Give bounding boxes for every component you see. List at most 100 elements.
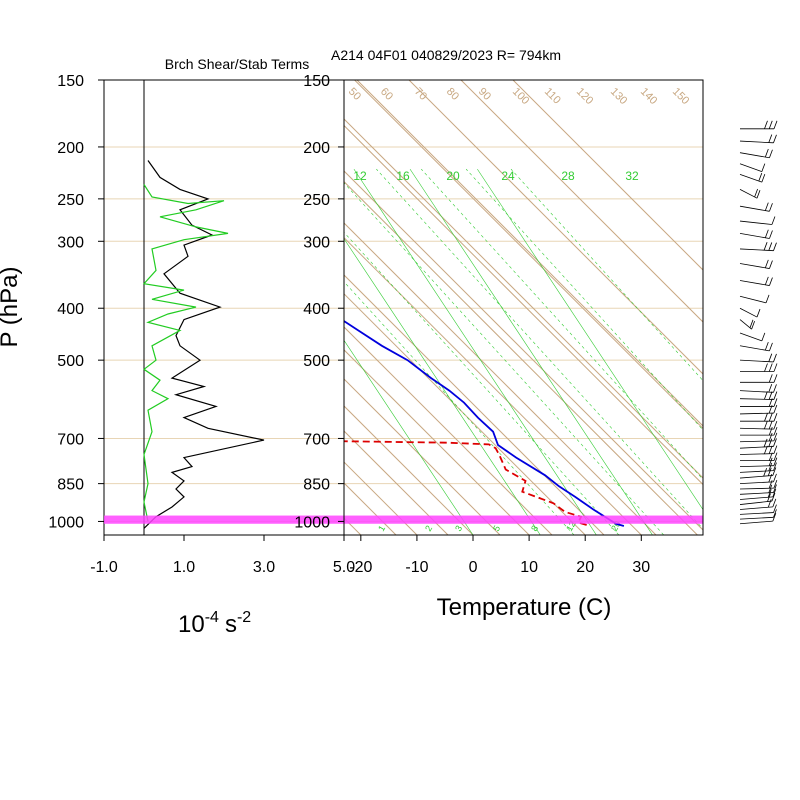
- mixing-ratio-label-12: 12: [353, 169, 367, 183]
- dry-adiabat: [344, 118, 703, 479]
- isotherm: [344, 124, 703, 486]
- wind-barb: [740, 452, 778, 462]
- theta-label-120: 120: [574, 86, 595, 107]
- isotherm: [344, 349, 530, 535]
- dry-adiabat: [344, 534, 345, 535]
- theta-label-130: 130: [608, 86, 629, 107]
- wind-barb: [739, 353, 777, 363]
- left-ytick-label-400: 400: [57, 301, 84, 318]
- wind-barb: [739, 229, 773, 239]
- left-panel-title: Brch Shear/Stab Terms: [165, 56, 309, 72]
- mixing-ratio-label-24: 24: [501, 169, 515, 183]
- temperature-axis-label: Temperature (C): [437, 594, 612, 621]
- theta-label-150: 150: [670, 86, 691, 107]
- stability-line: [142, 184, 229, 522]
- mixing-ratio-line: [421, 168, 703, 480]
- wind-barb: [739, 462, 777, 473]
- left-ytick-label-850: 850: [57, 477, 84, 494]
- left-xtick-label-3: 5.0: [333, 559, 355, 576]
- temp-tick-label-0: 0: [469, 559, 478, 576]
- wind-barb: [739, 467, 777, 479]
- mixing-ratio-label-28: 28: [561, 169, 575, 183]
- wind-barb: [739, 480, 778, 490]
- wind-barb: [739, 259, 773, 269]
- skewt-frame: [343, 79, 704, 536]
- wind-barb: [740, 413, 778, 422]
- wind-barb-column: [739, 120, 778, 525]
- isotherm: [344, 293, 586, 535]
- dry-adiabat: [344, 222, 657, 535]
- mixing-ratio-label-20: 20: [446, 169, 460, 183]
- dewpoint-profile: [344, 440, 591, 527]
- isotherm: [354, 80, 703, 430]
- wind-barb: [739, 473, 777, 485]
- mixing-ratio-line: [465, 168, 703, 431]
- wind-barb: [739, 445, 778, 455]
- left-ytick-label-1000: 1000: [48, 514, 84, 531]
- temp-tick-label--20: -20: [349, 559, 372, 576]
- bottom-mixing-label-8: 8: [529, 524, 540, 533]
- mixing-ratio-label-16: 16: [396, 169, 410, 183]
- shear-line: [143, 160, 265, 529]
- isotherm: [0, 80, 193, 535]
- wind-barb: [739, 276, 773, 286]
- left-ytick-label-150: 150: [57, 73, 84, 90]
- wind-barb: [739, 432, 778, 443]
- moist-adiabat: [477, 168, 703, 511]
- right-ytick-label-400: 400: [303, 301, 330, 318]
- mixing-ratio-line: [344, 231, 620, 535]
- left-xtick-label-1: 1.0: [173, 559, 195, 576]
- theta-label-50: 50: [346, 86, 363, 103]
- wind-barb: [739, 391, 778, 400]
- right-ytick-label-300: 300: [303, 234, 330, 251]
- wind-barb: [739, 294, 770, 304]
- wind-barb: [739, 488, 777, 500]
- right-ytick-label-500: 500: [303, 353, 330, 370]
- dry-adiabat: [344, 430, 449, 535]
- isotherm: [344, 236, 642, 535]
- theta-label-140: 140: [638, 86, 659, 107]
- right-ytick-label-150: 150: [303, 73, 330, 90]
- boundary-layer-band: [104, 515, 703, 524]
- mixing-ratio-line: [344, 182, 664, 535]
- left-x-axis: -1.0 1.0 3.0 5.0: [90, 535, 355, 576]
- wind-barb: [739, 438, 777, 449]
- theta-label-80: 80: [444, 86, 461, 103]
- wind-barb: [739, 484, 777, 495]
- wind-barb: [739, 384, 777, 393]
- dry-adiabat: [0, 80, 188, 535]
- temperature-profile: [344, 319, 625, 527]
- wind-barb: [740, 363, 778, 372]
- left-x-axis-label: 10-4 s-2: [178, 609, 251, 638]
- temp-tick-label--10: -10: [405, 559, 428, 576]
- left-ytick-label-250: 250: [57, 192, 84, 209]
- dry-adiabat: [344, 326, 553, 535]
- wind-barb: [739, 509, 777, 520]
- wind-barb: [739, 504, 777, 515]
- dry-adiabat: [460, 80, 703, 323]
- wind-barb: [739, 457, 778, 467]
- right-ytick-label-250: 250: [303, 192, 330, 209]
- dry-adiabat: [356, 80, 703, 427]
- wind-barb: [739, 202, 773, 212]
- temp-tick-label-10: 10: [520, 559, 538, 576]
- right-panel-title: A214 04F01 040829/2023 R= 794km: [331, 47, 561, 63]
- dry-adiabat: [344, 274, 605, 535]
- wind-barb: [739, 498, 777, 510]
- left-ytick-label-200: 200: [57, 140, 84, 157]
- y-axis-label: P (hPa): [0, 267, 23, 348]
- wind-barb: [739, 404, 778, 415]
- right-ytick-label-700: 700: [303, 431, 330, 448]
- wind-barb: [739, 492, 776, 505]
- wind-barb: [739, 134, 777, 144]
- theta-label-60: 60: [378, 86, 395, 103]
- wind-barb: [739, 332, 766, 342]
- dry-adiabat: [344, 170, 703, 531]
- bottom-mixing-label-5: 5: [491, 524, 502, 533]
- right-ytick-label-200: 200: [303, 140, 330, 157]
- wind-barb: [739, 242, 777, 252]
- wind-barb: [739, 342, 773, 352]
- bottom-mixing-label-1: 1: [376, 524, 387, 533]
